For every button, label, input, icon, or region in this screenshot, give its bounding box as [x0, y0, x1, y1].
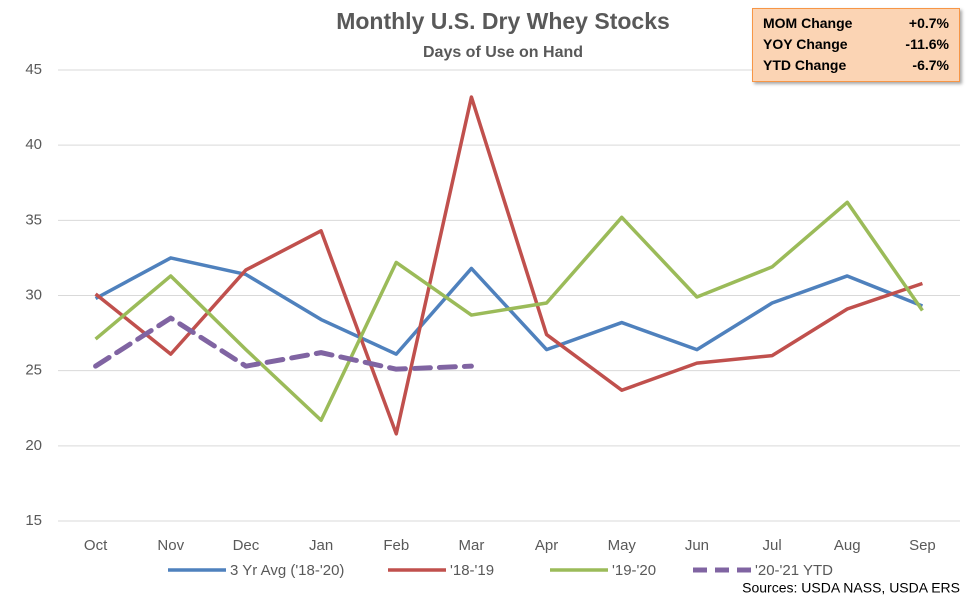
summary-box: MOM Change +0.7% YOY Change -11.6% YTD Chang… — [752, 8, 960, 82]
series-line — [94, 200, 924, 423]
summary-label: YTD Change — [763, 57, 847, 73]
x-tick-label: Aug — [834, 537, 861, 554]
y-tick-label: 20 — [25, 437, 42, 454]
y-tick-label: 45 — [25, 61, 42, 78]
x-tick-label: May — [608, 537, 637, 554]
legend-label: '20-'21 YTD — [755, 562, 833, 579]
summary-value: -6.7% — [912, 57, 949, 73]
legend-label: '19-'20 — [612, 562, 656, 579]
summary-value: -11.6% — [905, 36, 949, 52]
chart-title: Monthly U.S. Dry Whey Stocks — [336, 8, 670, 34]
x-tick-label: Jan — [309, 537, 333, 554]
summary-row: YTD Change -6.7% — [763, 55, 949, 76]
x-tick-label: Jul — [762, 537, 781, 554]
legend-label: '18-'19 — [450, 562, 494, 579]
chart-subtitle: Days of Use on Hand — [423, 44, 583, 61]
x-tick-label: Oct — [84, 537, 108, 554]
summary-value: +0.7% — [908, 15, 949, 31]
y-tick-label: 40 — [25, 136, 42, 153]
summary-label: YOY Change — [763, 36, 848, 52]
series-line — [93, 315, 474, 372]
summary-label: MOM Change — [763, 15, 853, 31]
x-tick-label: Mar — [458, 537, 484, 554]
x-tick-label: Sep — [909, 537, 936, 554]
y-tick-label: 15 — [25, 512, 42, 529]
source: Sources: USDA NASS, USDA ERS — [742, 580, 960, 596]
x-tick-label: Nov — [157, 537, 184, 554]
x-tick-label: Feb — [383, 537, 409, 554]
summary-row: YOY Change -11.6% — [763, 34, 949, 55]
series-line — [94, 95, 923, 436]
x-tick-label: Dec — [233, 537, 260, 554]
legend-label: 3 Yr Avg ('18-'20) — [230, 562, 344, 579]
y-tick-label: 35 — [25, 211, 42, 228]
y-tick-label: 25 — [25, 362, 42, 379]
y-tick-label: 30 — [25, 286, 42, 303]
summary-row: MOM Change +0.7% — [763, 13, 949, 34]
x-tick-label: Apr — [535, 537, 558, 554]
x-tick-label: Jun — [685, 537, 709, 554]
